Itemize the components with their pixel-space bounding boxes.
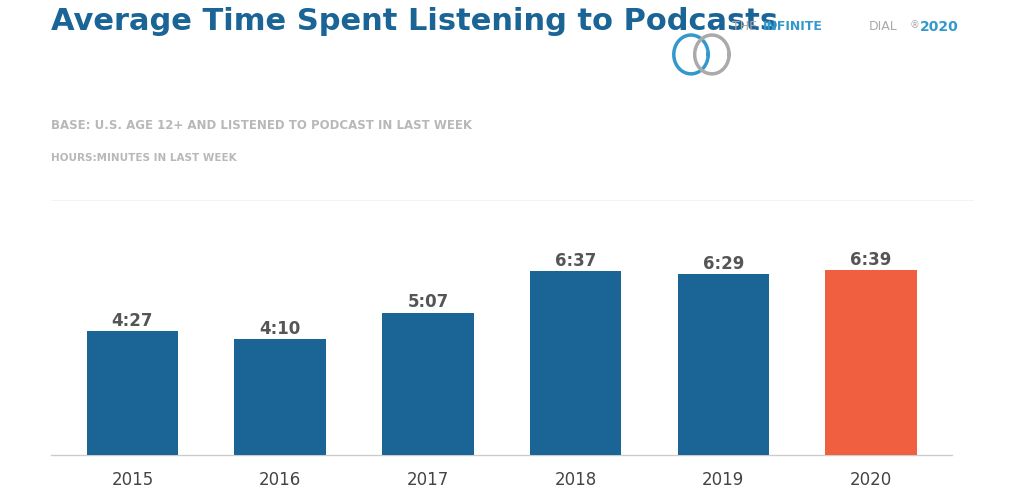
Text: 2020: 2020: [920, 20, 958, 34]
Text: 4:10: 4:10: [259, 320, 301, 338]
Text: THE: THE: [732, 20, 757, 33]
Text: 6:37: 6:37: [555, 251, 596, 270]
Text: 6:29: 6:29: [702, 255, 744, 273]
Text: BASE: U.S. AGE 12+ AND LISTENED TO PODCAST IN LAST WEEK: BASE: U.S. AGE 12+ AND LISTENED TO PODCA…: [51, 119, 472, 132]
Text: ®: ®: [909, 20, 920, 30]
Text: 4:27: 4:27: [112, 312, 154, 330]
Text: DIAL: DIAL: [868, 20, 897, 33]
Bar: [678, 274, 769, 455]
Text: 6:39: 6:39: [850, 250, 892, 269]
Text: INFINITE: INFINITE: [763, 20, 822, 33]
Bar: [825, 270, 916, 455]
Text: HOURS:MINUTES IN LAST WEEK: HOURS:MINUTES IN LAST WEEK: [51, 153, 237, 163]
Text: Average Time Spent Listening to Podcasts: Average Time Spent Listening to Podcasts: [51, 7, 778, 37]
Bar: [529, 271, 622, 455]
Bar: [382, 312, 474, 455]
Text: 5:07: 5:07: [408, 294, 449, 311]
Bar: [234, 339, 326, 455]
Bar: [87, 331, 178, 455]
